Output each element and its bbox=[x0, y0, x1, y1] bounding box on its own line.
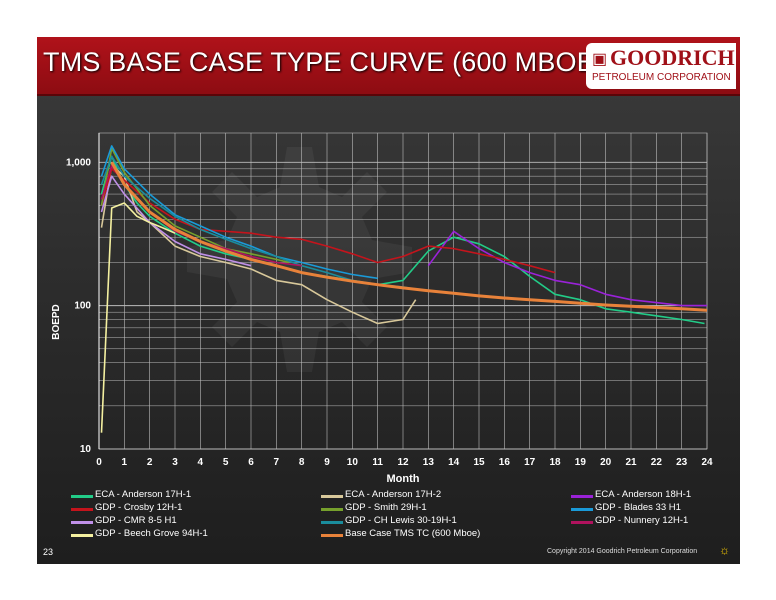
company-logo: ▣ GOODRICH PETROLEUM CORPORATION bbox=[586, 43, 736, 89]
logo-name: GOODRICH bbox=[610, 45, 735, 70]
legend-label: Base Case TMS TC (600 Mboe) bbox=[345, 528, 481, 539]
grid bbox=[98, 132, 708, 450]
slide: TMS BASE CASE TYPE CURVE (600 MBOE) ▣ GO… bbox=[37, 37, 740, 564]
legend-label: GDP - Smith 29H-1 bbox=[345, 502, 427, 513]
legend-swatch bbox=[321, 495, 343, 498]
legend-label: GDP - Beech Grove 94H-1 bbox=[95, 528, 208, 539]
axes: 0 1 2 3 4 5 6 7 8 9 10 11 12 13 14 15 16 17 18 19 20 21 22 23 24… bbox=[66, 157, 713, 468]
sun-emblem-icon: ☼ bbox=[719, 543, 730, 557]
series-line bbox=[100, 164, 417, 325]
logo-subtitle: PETROLEUM CORPORATION bbox=[592, 72, 731, 83]
page-number: 23 bbox=[43, 547, 54, 557]
x-tick-label: 23 bbox=[676, 457, 688, 468]
background-watermark-icon bbox=[187, 147, 412, 372]
legend-label: ECA - Anderson 18H-1 bbox=[595, 489, 692, 500]
x-tick-label: 12 bbox=[397, 457, 409, 468]
series-line bbox=[100, 147, 290, 264]
x-tick-label: 7 bbox=[274, 457, 280, 468]
series-line bbox=[100, 202, 176, 433]
x-tick-label: 24 bbox=[701, 457, 713, 468]
x-tick-label: 2 bbox=[147, 457, 153, 468]
legend-swatch bbox=[321, 534, 343, 537]
x-tick-label: 15 bbox=[473, 457, 485, 468]
legend-swatch bbox=[571, 495, 593, 498]
series-line bbox=[110, 161, 707, 312]
x-tick-label: 9 bbox=[324, 457, 330, 468]
legend-label: GDP - Blades 33 H1 bbox=[595, 502, 681, 513]
x-tick-label: 0 bbox=[96, 457, 102, 468]
x-tick-label: 13 bbox=[423, 457, 435, 468]
copyright-text: Copyright 2014 Goodrich Petroleum Corpor… bbox=[547, 548, 698, 555]
x-axis-label: Month bbox=[387, 473, 420, 485]
x-tick-label: 21 bbox=[625, 457, 637, 468]
x-tick-label: 8 bbox=[299, 457, 305, 468]
legend-swatch bbox=[571, 508, 593, 511]
x-tick-label: 3 bbox=[172, 457, 178, 468]
x-tick-label: 10 bbox=[347, 457, 359, 468]
x-tick-label: 11 bbox=[372, 457, 383, 468]
slide-title: TMS BASE CASE TYPE CURVE (600 MBOE) bbox=[43, 47, 605, 77]
legend-label: GDP - CH Lewis 30-19H-1 bbox=[345, 515, 457, 526]
legend-swatch bbox=[321, 508, 343, 511]
series-lines bbox=[100, 145, 707, 433]
series-line bbox=[100, 145, 378, 280]
legend-swatch bbox=[71, 508, 93, 511]
legend-swatch bbox=[71, 495, 93, 498]
x-tick-label: 1 bbox=[122, 457, 128, 468]
x-tick-label: 20 bbox=[600, 457, 612, 468]
x-tick-label: 17 bbox=[524, 457, 536, 468]
x-tick-label: 5 bbox=[223, 457, 229, 468]
legend-label: ECA - Anderson 17H-1 bbox=[95, 489, 192, 500]
x-tick-label: 22 bbox=[651, 457, 663, 468]
legend-swatch bbox=[71, 521, 93, 524]
legend-swatch bbox=[71, 534, 93, 537]
y-tick-label: 100 bbox=[74, 301, 91, 312]
series-line bbox=[100, 175, 252, 267]
x-tick-label: 6 bbox=[248, 457, 254, 468]
y-axis-label: BOEPD bbox=[51, 304, 62, 340]
legend-label: GDP - Nunnery 12H-1 bbox=[595, 515, 689, 526]
title-banner: TMS BASE CASE TYPE CURVE (600 MBOE) ▣ GO… bbox=[37, 37, 740, 96]
chart: 0 1 2 3 4 5 6 7 8 9 10 11 12 13 14 15 16 17 18 19 20 21 22 23 24… bbox=[51, 132, 713, 485]
x-tick-label: 14 bbox=[448, 457, 460, 468]
x-tick-label: 19 bbox=[575, 457, 587, 468]
y-tick-label: 1,000 bbox=[66, 157, 91, 168]
series-line bbox=[427, 230, 707, 307]
y-tick-label: 10 bbox=[80, 444, 92, 455]
legend-label: ECA - Anderson 17H-2 bbox=[345, 489, 442, 500]
legend-swatch bbox=[321, 521, 343, 524]
x-tick-label: 18 bbox=[549, 457, 561, 468]
legend-label: GDP - CMR 8-5 H1 bbox=[95, 515, 177, 526]
x-tick-label: 16 bbox=[499, 457, 511, 468]
logo-emblem-icon: ▣ bbox=[592, 51, 608, 68]
legend-swatch bbox=[571, 521, 593, 524]
series-line bbox=[100, 168, 556, 274]
x-tick-label: 4 bbox=[198, 457, 204, 468]
legend-label: GDP - Crosby 12H-1 bbox=[95, 502, 183, 513]
